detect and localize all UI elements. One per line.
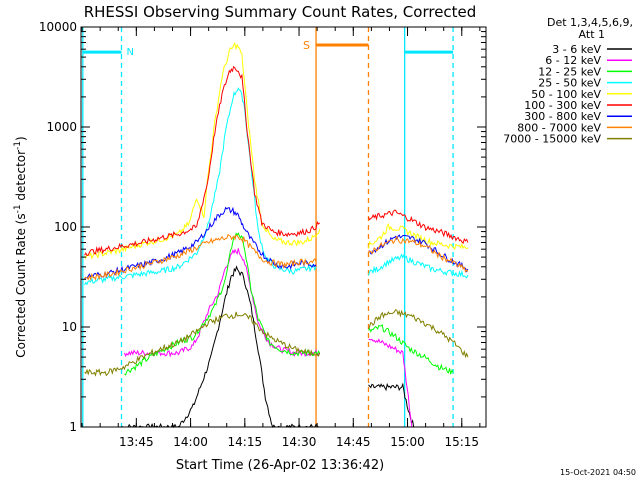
legend-header: Det 1,3,4,5,6,9, [547,16,633,29]
series-8 [84,309,469,377]
series-7 [84,233,469,282]
y-axis-label-superscript: -1 [13,141,23,150]
series-line [368,324,454,375]
series-line [368,253,469,279]
legend-label: 800 - 7000 keV [517,121,601,134]
chart-title: RHESSI Observing Summary Count Rates, Co… [84,3,477,21]
night-marker-label: N [127,47,134,58]
series-line [120,265,320,429]
series-line [84,311,321,377]
series-line [84,87,317,286]
legend-label: 3 - 6 keV [552,43,601,56]
plot-area: N S 1 10 100 1000 10000 13:45 14:00 14:15 14:30 14:… [39,20,487,449]
series-4 [84,41,469,260]
x-tick-label: 14:30 [282,435,317,449]
series-line [84,65,321,257]
y-axis-label-part: ) [14,136,28,141]
series-line [368,209,469,245]
legend-label: 100 - 300 keV [524,99,601,112]
x-tick-label: 14:00 [173,435,208,449]
series-line [84,41,321,260]
series-line [123,248,320,358]
y-tick-label: 1 [69,420,77,434]
saa-marker-label: S [303,39,310,52]
y-axis-label-part: Corrected Count Rate (s [14,213,28,357]
y-axis-label-superscript: -1 [13,204,23,213]
x-tick-label: 14:45 [336,435,371,449]
y-axis-label-part: detector [14,150,28,205]
series-line [368,235,469,273]
series-5 [84,65,469,257]
legend-label: 12 - 25 keV [538,65,601,78]
legend-label: 300 - 800 keV [524,110,601,123]
series-line [368,338,413,428]
series-2 [124,232,454,376]
y-tick-label: 1000 [46,120,77,134]
x-tick-label: 15:15 [444,435,479,449]
x-tick-label: 13:45 [119,435,154,449]
x-tick-label: 15:00 [390,435,425,449]
legend-label: 25 - 50 keV [538,77,601,90]
y-axis-label: Corrected Count Rate (s-1 detector-1) [13,136,28,357]
legend-label: 7000 - 15000 keV [503,133,601,146]
series-line [84,233,317,282]
y-tick-label: 10 [62,320,77,334]
x-tick-label: 14:15 [228,435,263,449]
series-3 [84,87,469,286]
series-line [368,382,415,428]
x-axis-label: Start Time (26-Apr-02 13:36:42) [176,458,384,473]
series-line [368,309,469,359]
legend-label: 50 - 100 keV [531,88,601,101]
y-tick-label: 10000 [39,20,77,34]
legend-header: Att 1 [579,28,605,41]
legend-label: 6 - 12 keV [545,54,601,67]
series-line [368,222,469,251]
series-line [124,232,321,376]
y-tick-label: 100 [54,220,77,234]
footer-timestamp: 15-Oct-2021 04:50 [560,468,636,477]
